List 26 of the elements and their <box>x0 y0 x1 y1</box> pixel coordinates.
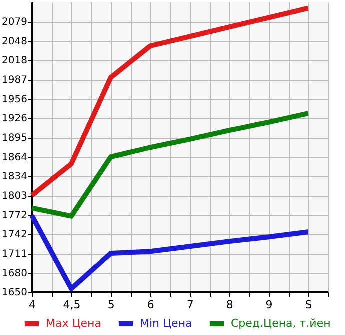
y-tick-label: 1834 <box>2 172 28 182</box>
y-tick-label: 1926 <box>2 114 28 124</box>
y-tick-label: 1680 <box>2 268 28 280</box>
x-tick-label: 4 <box>29 298 36 312</box>
y-tick-label: 2079 <box>2 17 28 28</box>
y-tick-label: 1772 <box>2 210 28 222</box>
y-tick-label: 1895 <box>2 133 28 144</box>
x-tick-label: 6 <box>147 298 154 312</box>
x-tick-label: 8 <box>226 298 234 312</box>
y-tick-label: 1864 <box>2 152 28 164</box>
y-tick-label: 2018 <box>2 56 28 66</box>
y-tick-label: 2048 <box>2 36 28 48</box>
x-tick-label: 5 <box>108 298 115 312</box>
x-tick-label: 4,5 <box>63 298 81 312</box>
legend-label: Max Цена <box>46 317 102 330</box>
y-tick-label: 1987 <box>2 75 28 86</box>
x-tick-label: 7 <box>186 298 194 312</box>
y-tick-label: 1803 <box>2 191 28 202</box>
legend-label: Min Цена <box>140 317 192 330</box>
x-tick-label: S <box>305 298 312 312</box>
legend-label: Сред.Цена, т.йен <box>231 317 331 330</box>
y-tick-label: 1650 <box>2 288 28 298</box>
x-tick-label: 9 <box>266 298 273 312</box>
y-tick-label: 1742 <box>2 230 28 240</box>
y-tick-label: 1956 <box>2 94 28 106</box>
y-tick-label: 1711 <box>2 249 28 260</box>
